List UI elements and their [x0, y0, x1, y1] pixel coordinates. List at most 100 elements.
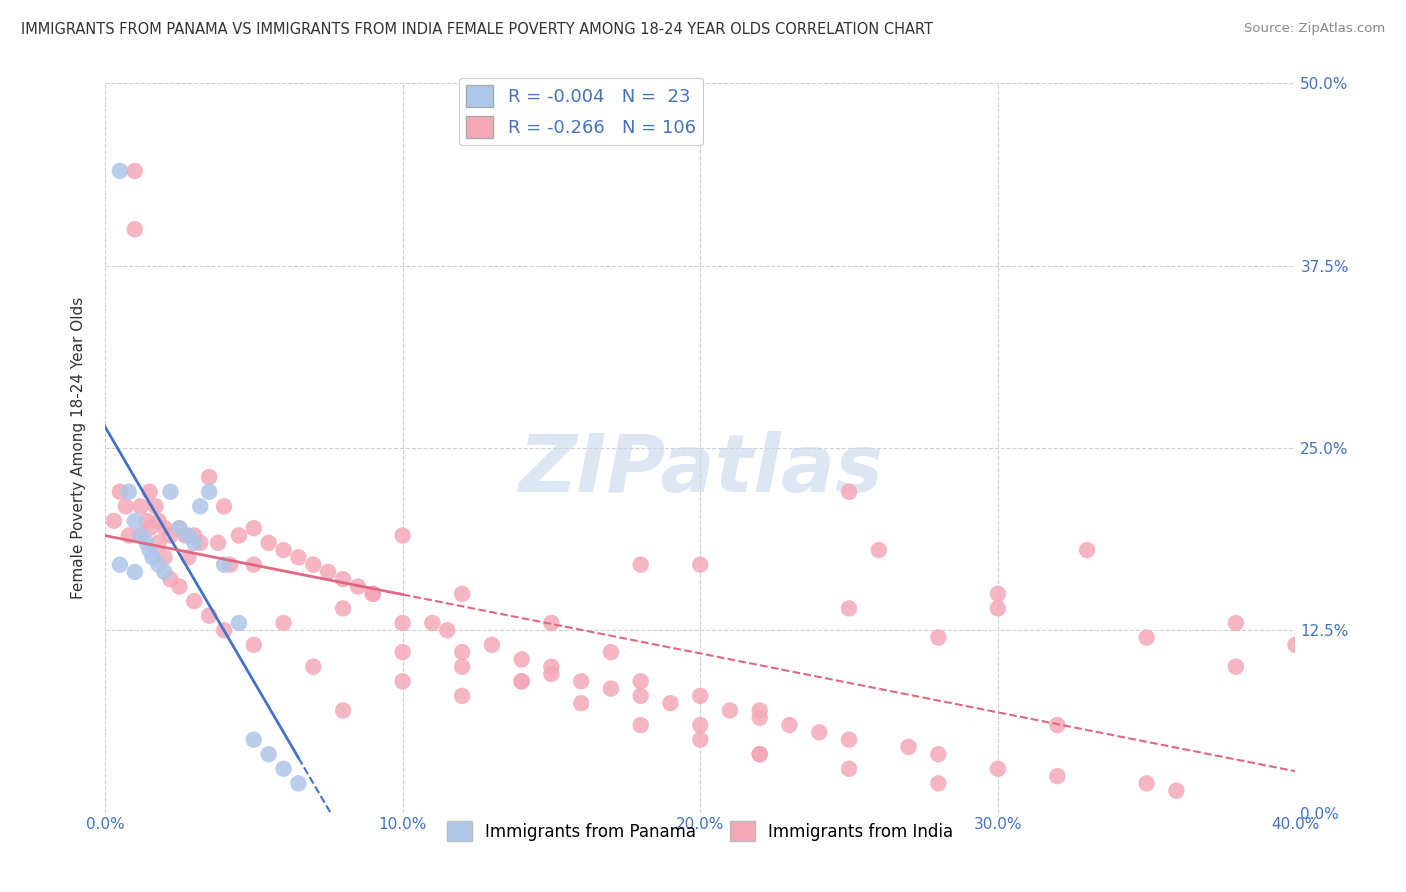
Text: Source: ZipAtlas.com: Source: ZipAtlas.com — [1244, 22, 1385, 36]
Point — [630, 689, 652, 703]
Point — [510, 674, 533, 689]
Point — [1284, 638, 1306, 652]
Point — [153, 550, 176, 565]
Point — [510, 652, 533, 666]
Point — [540, 659, 562, 673]
Point — [103, 514, 125, 528]
Point — [451, 645, 474, 659]
Point — [169, 580, 191, 594]
Point — [600, 681, 623, 696]
Point — [243, 732, 266, 747]
Point — [148, 514, 170, 528]
Point — [422, 615, 444, 630]
Point — [148, 558, 170, 572]
Point — [748, 711, 770, 725]
Point — [219, 558, 242, 572]
Point — [228, 528, 250, 542]
Point — [129, 500, 152, 514]
Point — [129, 528, 152, 542]
Point — [927, 631, 949, 645]
Point — [391, 528, 413, 542]
Point — [207, 535, 229, 549]
Point — [188, 500, 211, 514]
Point — [481, 638, 503, 652]
Point — [1225, 615, 1247, 630]
Point — [145, 500, 167, 514]
Point — [748, 747, 770, 762]
Point — [198, 470, 221, 484]
Point — [987, 587, 1010, 601]
Point — [718, 703, 741, 717]
Point — [183, 528, 205, 542]
Point — [1166, 783, 1188, 797]
Point — [332, 703, 354, 717]
Text: IMMIGRANTS FROM PANAMA VS IMMIGRANTS FROM INDIA FEMALE POVERTY AMONG 18-24 YEAR : IMMIGRANTS FROM PANAMA VS IMMIGRANTS FRO… — [21, 22, 934, 37]
Y-axis label: Female Poverty Among 18-24 Year Olds: Female Poverty Among 18-24 Year Olds — [72, 297, 86, 599]
Point — [287, 776, 309, 790]
Point — [659, 696, 682, 710]
Point — [273, 615, 295, 630]
Text: ZIPatlas: ZIPatlas — [517, 431, 883, 508]
Point — [451, 659, 474, 673]
Point — [124, 164, 146, 178]
Point — [868, 543, 890, 558]
Point — [302, 558, 325, 572]
Point — [257, 747, 280, 762]
Point — [347, 580, 370, 594]
Point — [114, 500, 136, 514]
Point — [135, 514, 157, 528]
Point — [108, 164, 131, 178]
Point — [927, 747, 949, 762]
Point — [630, 718, 652, 732]
Point — [169, 521, 191, 535]
Point — [838, 762, 860, 776]
Point — [174, 528, 197, 542]
Point — [630, 558, 652, 572]
Point — [212, 558, 235, 572]
Point — [987, 762, 1010, 776]
Point — [118, 484, 141, 499]
Point — [748, 747, 770, 762]
Point — [159, 572, 181, 586]
Point — [159, 528, 181, 542]
Point — [287, 550, 309, 565]
Point — [1046, 718, 1069, 732]
Point — [779, 718, 801, 732]
Point — [183, 535, 205, 549]
Point — [838, 732, 860, 747]
Point — [138, 484, 160, 499]
Point — [1046, 769, 1069, 783]
Point — [153, 521, 176, 535]
Point — [177, 550, 200, 565]
Point — [135, 535, 157, 549]
Point — [838, 601, 860, 615]
Point — [177, 528, 200, 542]
Point — [808, 725, 831, 739]
Point — [332, 601, 354, 615]
Point — [1225, 659, 1247, 673]
Point — [198, 484, 221, 499]
Point — [987, 601, 1010, 615]
Point — [689, 689, 711, 703]
Point — [138, 543, 160, 558]
Point — [391, 674, 413, 689]
Point — [689, 718, 711, 732]
Point — [436, 624, 458, 638]
Point — [159, 484, 181, 499]
Point — [1136, 776, 1159, 790]
Point — [108, 484, 131, 499]
Point — [569, 696, 592, 710]
Point — [273, 762, 295, 776]
Point — [273, 543, 295, 558]
Point — [118, 528, 141, 542]
Point — [689, 558, 711, 572]
Point — [540, 667, 562, 681]
Point — [316, 565, 339, 579]
Point — [391, 645, 413, 659]
Point — [1136, 631, 1159, 645]
Point — [124, 222, 146, 236]
Point — [138, 521, 160, 535]
Point — [257, 535, 280, 549]
Point — [927, 776, 949, 790]
Point — [540, 615, 562, 630]
